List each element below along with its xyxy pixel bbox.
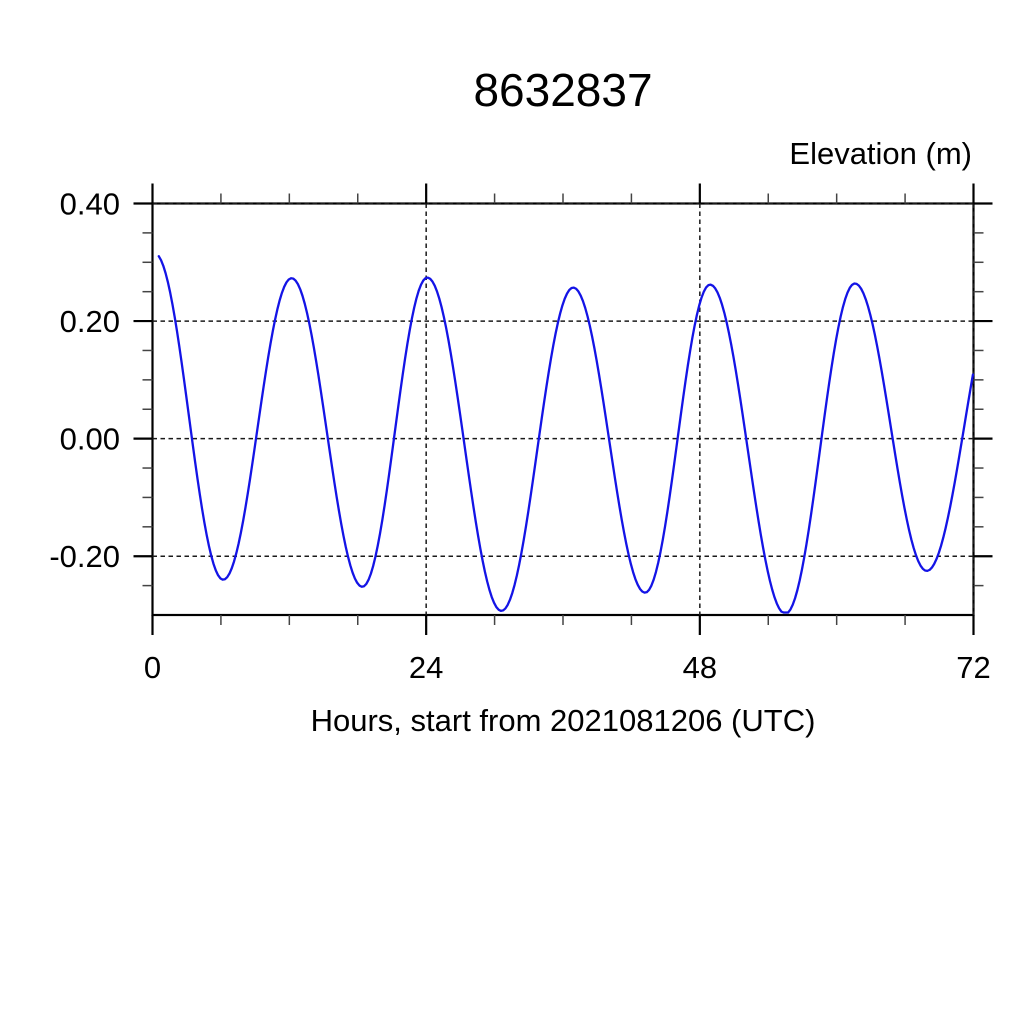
y-tick-label: 0.00 (60, 422, 120, 457)
x-tick-label: 24 (409, 650, 443, 685)
x-tick-label: 72 (956, 650, 990, 685)
y-tick-label: -0.20 (49, 539, 120, 574)
y-axis-unit-label: Elevation (m) (789, 136, 972, 171)
x-tick-label: 48 (683, 650, 717, 685)
y-tick-label: 0.20 (60, 304, 120, 339)
plot-frame (151, 202, 975, 617)
x-axis-label: Hours, start from 2021081206 (UTC) (311, 703, 816, 738)
x-tick-label: 0 (144, 650, 161, 685)
y-tick-label: 0.40 (60, 187, 120, 222)
chart-title: 8632837 (473, 64, 652, 116)
chart-generated-layer: 0 24 48 72 0.40 0.20 0.00 -0.20 (49, 183, 993, 685)
elevation-curve (157, 255, 975, 614)
